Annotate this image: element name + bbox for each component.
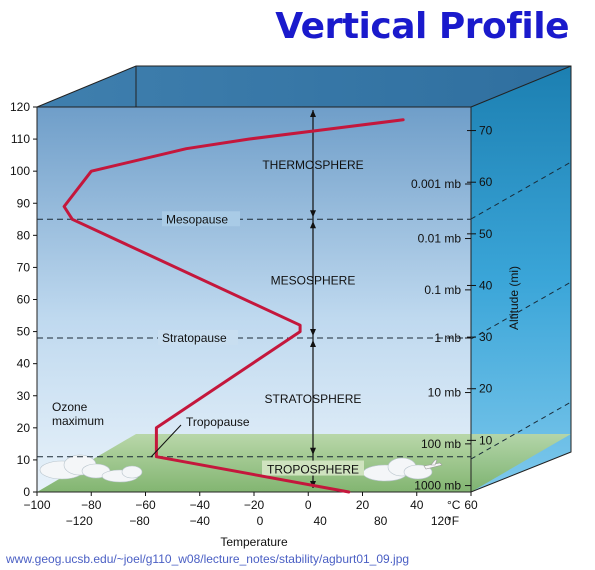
x-axis-temperature: −100 −80 −60 −40 −20 0 20 40 60−120 −80 −40 0 40 80 12… bbox=[23, 492, 478, 528]
pressure-label: 100 mb bbox=[421, 437, 461, 451]
y-axis-altitude-km: 0 10 20 30 40 50 60 70 80 90 100 110 120 bbox=[10, 100, 37, 499]
arrow-down-icon bbox=[310, 447, 316, 455]
right-axis-label: Altitude (mi) bbox=[507, 266, 521, 330]
ozone-label-line-2: maximum bbox=[52, 414, 104, 428]
boundary-label: Tropopause bbox=[186, 415, 250, 429]
y-tick-label: 0 bbox=[23, 485, 30, 499]
arrow-down-icon bbox=[310, 210, 316, 218]
y-tick-label: 80 bbox=[17, 228, 31, 242]
mesopause-label-bg bbox=[162, 211, 240, 227]
y-tick-label: 40 bbox=[17, 357, 31, 371]
pressure-label: 0.001 mb bbox=[411, 177, 461, 191]
layer-labels: TROPOSPHERE STRATOSPHERE MESOSPHERE THERMOS… bbox=[262, 158, 364, 477]
y-tick-label: 120 bbox=[10, 100, 30, 114]
boundary-lines: Mesopause Stratopause Tropopause bbox=[37, 211, 471, 458]
layer-label: MESOSPHERE bbox=[271, 273, 356, 287]
x-tick-label-c: 60 bbox=[464, 498, 478, 512]
cube-top-edge bbox=[470, 65, 572, 108]
layer-label: TROPOSPHERE bbox=[267, 463, 359, 477]
arrow-up-icon bbox=[310, 340, 316, 347]
stratopause-label-bg bbox=[158, 330, 238, 345]
source-url: www.geog.ucsb.edu/~joel/g110_w08/lecture… bbox=[6, 552, 410, 566]
x-tick-label-f: −120 bbox=[66, 514, 93, 528]
layer-label: STRATOSPHERE bbox=[265, 392, 362, 406]
cloud-icon bbox=[362, 457, 433, 482]
arrow-up-icon bbox=[310, 110, 316, 117]
cube-right-face bbox=[471, 66, 571, 492]
y-tick-label: 10 bbox=[17, 453, 31, 467]
mi-tick-label: 40 bbox=[479, 278, 493, 292]
tropopause-leader bbox=[150, 424, 182, 458]
x-tick-label-c: −20 bbox=[244, 498, 265, 512]
y-tick-label: 60 bbox=[17, 293, 31, 307]
y-tick-label: 110 bbox=[11, 132, 30, 146]
pressure-label: 0.01 mb bbox=[418, 232, 462, 246]
mi-tick-label: 20 bbox=[479, 382, 493, 396]
x-tick-label-f: −40 bbox=[190, 514, 211, 528]
x-tick-label-f: 0 bbox=[257, 514, 264, 528]
mi-tick-label: 10 bbox=[479, 433, 493, 447]
pressure-label: 1000 mb bbox=[414, 479, 461, 493]
unit-celsius: °C bbox=[447, 498, 461, 512]
layer-label: THERMOSPHERE bbox=[262, 158, 363, 172]
x-tick-label-c: 40 bbox=[410, 498, 424, 512]
y-tick-label: 100 bbox=[10, 164, 30, 178]
boundary-label: Mesopause bbox=[166, 212, 228, 226]
ozone-label-line-1: Ozone bbox=[52, 400, 88, 414]
cube-top-face bbox=[37, 66, 571, 107]
x-tick-label-c: 0 bbox=[305, 498, 312, 512]
y-tick-label: 90 bbox=[17, 196, 31, 210]
arrow-down-icon bbox=[310, 329, 316, 336]
x-tick-label-f: 80 bbox=[374, 514, 388, 528]
mi-tick-label: 50 bbox=[479, 227, 493, 241]
x-tick-label-f: 40 bbox=[314, 514, 328, 528]
x-tick-label-c: −40 bbox=[190, 498, 211, 512]
page-title: Vertical Profile bbox=[275, 6, 569, 47]
y-tick-label: 50 bbox=[17, 325, 31, 339]
mi-tick-label: 60 bbox=[479, 175, 493, 189]
y-axis-altitude-mi: 10 20 30 40 50 60 70 bbox=[467, 124, 493, 447]
temperature-profile-line bbox=[62, 118, 405, 494]
side-dash-lines bbox=[470, 161, 572, 460]
cube-front-face bbox=[37, 107, 471, 492]
x-tick-label-c: −100 bbox=[23, 498, 50, 512]
x-tick-label-c: −80 bbox=[81, 498, 102, 512]
airplane-icon bbox=[423, 459, 443, 470]
pressure-label: 1 mb bbox=[434, 331, 461, 345]
x-axis-label: Temperature bbox=[220, 535, 288, 549]
y-tick-label: 70 bbox=[17, 260, 31, 274]
x-tick-label-f: 120 bbox=[431, 514, 451, 528]
pressure-label: 0.1 mb bbox=[424, 283, 461, 297]
x-tick-label-c: −60 bbox=[135, 498, 156, 512]
pressure-labels: 1000 mb 100 mb 10 mb 1 mb 0.1 mb 0.01 mb 0.001… bbox=[411, 177, 471, 493]
mi-tick-label: 30 bbox=[479, 330, 493, 344]
mi-tick-label: 70 bbox=[479, 124, 493, 138]
pressure-label: 10 mb bbox=[428, 386, 462, 400]
cloud-icon bbox=[39, 454, 143, 483]
x-tick-label-c: 20 bbox=[356, 498, 370, 512]
x-tick-label-f: −80 bbox=[129, 514, 150, 528]
troposphere-label-bg bbox=[262, 460, 364, 476]
unit-fahrenheit: °F bbox=[447, 514, 459, 528]
arrow-up-icon bbox=[310, 221, 316, 229]
y-tick-label: 30 bbox=[17, 389, 31, 403]
boundary-label: Stratopause bbox=[162, 331, 227, 345]
y-tick-label: 20 bbox=[17, 421, 31, 435]
